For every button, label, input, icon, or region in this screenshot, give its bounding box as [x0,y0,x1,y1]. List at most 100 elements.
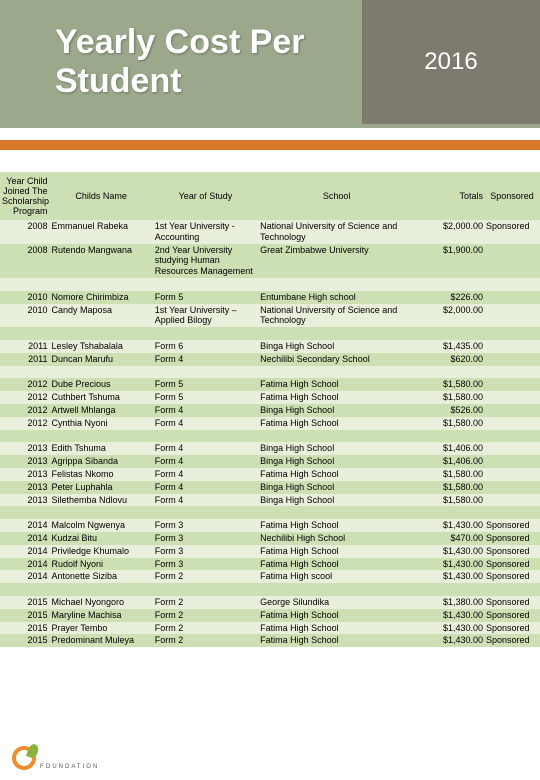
cell-study: Form 2 [153,634,258,647]
page-title: Yearly Cost Per Student [55,23,362,101]
cell-study: Form 4 [153,455,258,468]
cell-name: Emmanuel Rabeka [49,220,152,244]
table-row: 2012Cuthbert TshumaForm 5Fatima High Sch… [0,391,540,404]
cell-study [153,583,258,596]
cell-year: 2012 [0,404,49,417]
cell-study: Form 3 [153,532,258,545]
cell-total: $1,406.00 [415,442,484,455]
cell-year: 2014 [0,545,49,558]
cell-total [415,278,484,291]
cell-sponsored [484,455,540,468]
cell-year [0,366,49,379]
cell-study: Form 4 [153,494,258,507]
cell-year: 2015 [0,596,49,609]
cell-name [49,506,152,519]
table-row: 2014Malcolm NgwenyaForm 3Fatima High Sch… [0,519,540,532]
cell-name: Silethemba Ndlovu [49,494,152,507]
cell-school: Nechilibi Secondary School [258,353,415,366]
cell-school: Binga High School [258,494,415,507]
cell-total: $1,430.00 [415,609,484,622]
cell-sponsored [484,506,540,519]
cell-total: $2,000.00 [415,220,484,244]
cell-school: Fatima High School [258,609,415,622]
cell-school: National University of Science and Techn… [258,220,415,244]
table-row [0,583,540,596]
table-row: 2015Maryline MachisaForm 2Fatima High Sc… [0,609,540,622]
cell-school: Fatima High School [258,558,415,571]
cell-year: 2014 [0,532,49,545]
cell-sponsored [484,442,540,455]
cell-total: $526.00 [415,404,484,417]
cell-study: Form 2 [153,570,258,583]
table-row [0,278,540,291]
cell-sponsored [484,291,540,304]
cell-year: 2014 [0,570,49,583]
table-row: 2013Silethemba NdlovuForm 4Binga High Sc… [0,494,540,507]
cell-year: 2015 [0,609,49,622]
cell-name: Malcolm Ngwenya [49,519,152,532]
table-row [0,366,540,379]
cell-sponsored: Sponsored [484,532,540,545]
cell-sponsored [484,481,540,494]
cell-sponsored [484,430,540,443]
cell-study: Form 5 [153,291,258,304]
cell-name: Cynthia Nyoni [49,417,152,430]
table-row: 2015Michael NyongoroForm 2George Silundi… [0,596,540,609]
table-row: 2012Cynthia NyoniForm 4Fatima High Schoo… [0,417,540,430]
table-body: 2008Emmanuel Rabeka1st Year University -… [0,220,540,647]
cell-study: Form 2 [153,609,258,622]
cell-year: 2014 [0,519,49,532]
cell-school: Fatima High School [258,391,415,404]
cell-year [0,430,49,443]
cell-year: 2015 [0,634,49,647]
cell-total: $1,430.00 [415,634,484,647]
cell-name: Antonette Siziba [49,570,152,583]
cell-year [0,506,49,519]
cell-school: Fatima High School [258,468,415,481]
cell-study [153,506,258,519]
cell-sponsored [484,391,540,404]
cell-school: Fatima High School [258,417,415,430]
header: Yearly Cost Per Student 2016 [0,0,540,128]
col-header-year: Year Child Joined The Scholarship Progra… [0,172,49,220]
cell-study: Form 6 [153,340,258,353]
table-row: 2010Nomore ChirimbizaForm 5Entumbane Hig… [0,291,540,304]
cell-school [258,278,415,291]
cell-total: $1,900.00 [415,244,484,278]
cell-study [153,327,258,340]
cell-total: $1,580.00 [415,468,484,481]
cell-study: 1st Year University - Accounting [153,220,258,244]
cell-study: Form 3 [153,519,258,532]
cell-total: $1,430.00 [415,545,484,558]
cell-sponsored: Sponsored [484,622,540,635]
cell-total: $470.00 [415,532,484,545]
cell-school: Great Zimbabwe University [258,244,415,278]
cell-school [258,327,415,340]
cell-sponsored [484,468,540,481]
table-row: 2011Lesley TshabalalaForm 6Binga High Sc… [0,340,540,353]
cell-total: $1,380.00 [415,596,484,609]
cell-sponsored: Sponsored [484,220,540,244]
cell-total: $1,435.00 [415,340,484,353]
cell-total: $1,580.00 [415,481,484,494]
cell-study [153,278,258,291]
cell-year: 2008 [0,220,49,244]
cell-school: Fatima High School [258,519,415,532]
cell-total: $1,406.00 [415,455,484,468]
cell-study: Form 4 [153,353,258,366]
cell-total: $1,430.00 [415,558,484,571]
orange-bar [0,140,540,150]
table-row: 2013Peter LuphahlaForm 4Binga High Schoo… [0,481,540,494]
cell-name: Peter Luphahla [49,481,152,494]
cell-name: Nomore Chirimbiza [49,291,152,304]
cell-total: $2,000.00 [415,304,484,328]
cell-name: Michael Nyongoro [49,596,152,609]
cell-year: 2011 [0,340,49,353]
cell-study: Form 4 [153,404,258,417]
col-header-sponsored: Sponsored [484,172,540,220]
cell-name: Cuthbert Tshuma [49,391,152,404]
cell-total [415,430,484,443]
cell-school: Binga High School [258,404,415,417]
table-row: 2013Felistas NkomoForm 4Fatima High Scho… [0,468,540,481]
table-row: 2015Predominant MuleyaForm 2Fatima High … [0,634,540,647]
